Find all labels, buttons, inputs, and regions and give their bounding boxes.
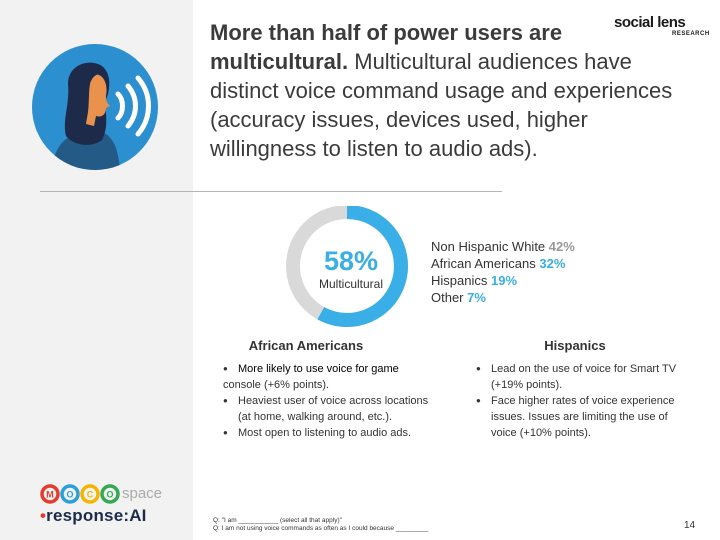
headline-bold: More than half of power users are multic… bbox=[210, 20, 563, 74]
legend-value: 32% bbox=[539, 256, 566, 271]
list-item: More likely to use voice for gameconsole… bbox=[223, 361, 438, 393]
svg-text:M: M bbox=[46, 490, 54, 500]
svg-text:O: O bbox=[66, 490, 73, 500]
svg-text:O: O bbox=[106, 490, 113, 500]
hispanics-list: Lead on the use of voice for Smart TV (+… bbox=[476, 361, 696, 441]
legend-item: Non Hispanic White 42% bbox=[431, 238, 575, 255]
donut-chart: 58% Multicultural bbox=[283, 206, 411, 327]
donut-label: Multicultural bbox=[318, 277, 384, 291]
african-americans-list: More likely to use voice for gameconsole… bbox=[223, 361, 438, 441]
legend-label: Other bbox=[431, 290, 464, 305]
list-item: Most open to listening to audio ads. bbox=[223, 425, 438, 441]
headline-rest: Multicultural audiences have distinct vo… bbox=[210, 49, 673, 161]
response-text: response:AI bbox=[46, 506, 147, 525]
mocospace-logo: M O C O space bbox=[40, 484, 170, 504]
response-ai-logo: •response:AI bbox=[40, 506, 147, 526]
african-americans-title: African Americans bbox=[248, 338, 364, 353]
list-item: Heaviest user of voice across locations … bbox=[223, 393, 438, 425]
legend-value: 42% bbox=[548, 239, 575, 254]
donut-percent: 58% bbox=[323, 246, 379, 276]
footnotes: Q: "I am ___________ (select all that ap… bbox=[213, 517, 428, 533]
page-number: 14 bbox=[684, 520, 696, 531]
legend-label: Non Hispanic White bbox=[431, 239, 546, 254]
brand-main: social lens bbox=[614, 14, 686, 31]
social-lens-logo: social lens RESEARCH bbox=[614, 14, 709, 38]
legend-item: Other 7% bbox=[431, 289, 575, 306]
response-mark-icon: • bbox=[40, 506, 47, 525]
legend-label: African Americans bbox=[431, 256, 536, 271]
moco-suffix: space bbox=[122, 485, 163, 502]
legend: Non Hispanic White 42% African Americans… bbox=[431, 238, 575, 306]
list-item: Lead on the use of voice for Smart TV (+… bbox=[476, 361, 696, 393]
list-item: Face higher rates of voice experience is… bbox=[476, 393, 696, 441]
legend-value: 7% bbox=[467, 290, 486, 305]
avatar bbox=[32, 44, 158, 170]
legend-value: 19% bbox=[490, 273, 518, 288]
legend-item: African Americans 32% bbox=[431, 255, 575, 272]
footnote: Q: I am not using voice commands as ofte… bbox=[213, 525, 429, 532]
moco-letters-icon: M O C O bbox=[40, 484, 120, 504]
footnote: Q: "I am ___________ (select all that ap… bbox=[213, 517, 342, 524]
legend-item: Hispanics 19% bbox=[431, 272, 575, 289]
brand-sub: RESEARCH bbox=[672, 31, 710, 37]
hispanics-title: Hispanics bbox=[544, 338, 606, 353]
donut-slice-multicultural bbox=[286, 206, 408, 327]
svg-text:C: C bbox=[87, 490, 94, 500]
headline: More than half of power users are multic… bbox=[210, 18, 680, 163]
legend-label: Hispanics bbox=[431, 273, 488, 288]
voice-user-icon bbox=[52, 62, 151, 170]
divider bbox=[40, 191, 502, 192]
